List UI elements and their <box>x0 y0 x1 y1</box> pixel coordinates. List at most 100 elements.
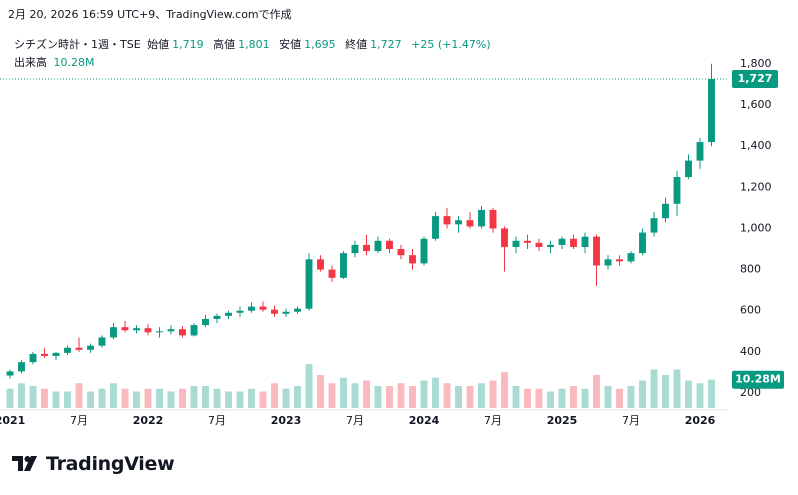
candle-body <box>512 240 520 247</box>
footer: TradingView <box>12 453 175 475</box>
volume-bar <box>524 388 531 408</box>
candle-body <box>156 331 163 333</box>
candle-body <box>685 160 692 178</box>
volume-bar <box>374 386 382 408</box>
legend-value: 1,695 <box>304 38 336 51</box>
volume-bar <box>478 383 485 408</box>
volume-bar <box>190 386 198 408</box>
volume-bar <box>547 391 554 408</box>
volume-bar <box>29 386 37 408</box>
candle-body <box>41 353 48 356</box>
y-tick-label: 1,000 <box>740 221 772 234</box>
candle-body <box>696 142 704 161</box>
legend-value: 1,719 <box>172 38 204 51</box>
candle-body <box>501 228 508 247</box>
candle-body <box>6 371 14 376</box>
volume-bar <box>604 386 612 408</box>
candle-body <box>328 269 336 278</box>
volume-bar <box>202 386 209 408</box>
volume-bar <box>627 386 635 408</box>
volume-bar <box>317 375 324 408</box>
x-tick-label: 2026 <box>685 414 716 427</box>
x-tick-label: 2021 <box>0 414 25 427</box>
candle-body <box>604 259 612 266</box>
candle-body <box>397 249 405 256</box>
candle-body <box>570 238 577 247</box>
x-tick-label: 2023 <box>271 414 302 427</box>
y-tick-label: 400 <box>740 345 761 358</box>
volume-bar <box>432 377 439 408</box>
symbol: シチズン時計・1週・TSE <box>14 38 141 51</box>
y-tick-label: 1,400 <box>740 139 772 152</box>
candle-body <box>294 308 301 312</box>
candle-body <box>202 318 209 326</box>
volume-bar <box>512 386 520 408</box>
candle-body <box>282 311 290 314</box>
volume-bar <box>708 379 715 408</box>
candle-body <box>374 240 382 252</box>
volume-bar <box>144 388 152 408</box>
volume-bar <box>41 388 48 408</box>
volume-bar <box>340 377 347 408</box>
volume-bar <box>489 380 497 408</box>
candle-body <box>478 209 485 227</box>
x-tick-label: 2022 <box>133 414 164 427</box>
volume-bar <box>455 386 462 408</box>
candle-body <box>363 244 370 252</box>
candle-body <box>443 216 451 225</box>
candle-body <box>190 325 198 336</box>
candle-body <box>627 253 635 262</box>
volume-bar <box>685 380 692 408</box>
candle-body <box>386 240 393 250</box>
candle-body <box>639 232 646 254</box>
legend-value: 1,801 <box>238 38 270 51</box>
candle-body <box>673 177 681 204</box>
x-tick-label: 7月 <box>484 414 502 427</box>
x-tick-label: 7月 <box>622 414 640 427</box>
volume-bar <box>662 375 669 408</box>
volume-bar <box>558 388 566 408</box>
volume-bar <box>305 364 313 408</box>
volume-bar <box>156 388 163 408</box>
y-tick-label: 1,800 <box>740 57 772 70</box>
candle-body <box>650 218 658 233</box>
volume-legend: 出来高 10.28M <box>14 54 97 70</box>
volume-bar <box>409 386 416 408</box>
candle-body <box>98 337 106 346</box>
volume-bar <box>121 388 129 408</box>
candle-body <box>133 328 140 331</box>
y-tick-label: 800 <box>740 263 761 276</box>
volume-bar <box>328 383 336 408</box>
candle-body <box>708 78 715 143</box>
caption: 2月 20, 2026 16:59 UTC+9、TradingView.comで… <box>8 8 292 21</box>
candle-body <box>18 362 25 372</box>
candle-body <box>466 220 474 227</box>
volume-bar <box>673 369 681 408</box>
volume-label: 10.28M <box>735 373 781 386</box>
candle-body <box>110 327 117 338</box>
volume-bar <box>294 386 301 408</box>
volume-bar <box>236 391 244 408</box>
volume-bar <box>570 386 577 408</box>
candle-body <box>455 220 462 225</box>
candle-body <box>420 238 428 264</box>
candle-body <box>581 236 589 247</box>
candle-body <box>52 352 60 356</box>
candle-body <box>662 203 669 219</box>
volume-label-box <box>732 370 784 389</box>
volume-bar <box>466 386 474 408</box>
volume-bar <box>397 383 405 408</box>
volume-bar <box>443 383 451 408</box>
volume-bar <box>581 388 589 408</box>
volume-bar <box>696 383 704 408</box>
y-tick-label: 1,200 <box>740 180 772 193</box>
candle-body <box>524 240 531 243</box>
y-tick-label: 600 <box>740 304 761 317</box>
candle-body <box>248 306 255 311</box>
volume-bar <box>351 383 359 408</box>
candle-body <box>271 309 278 314</box>
volume-bar <box>213 388 221 408</box>
candle-body <box>593 236 600 266</box>
volume-bar <box>363 380 370 408</box>
